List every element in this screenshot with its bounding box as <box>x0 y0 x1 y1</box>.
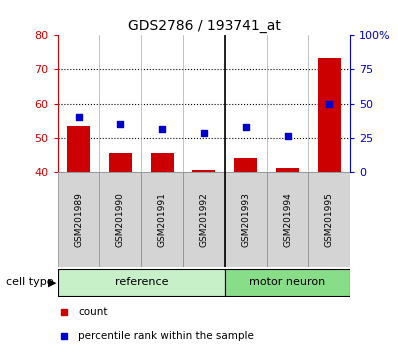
Text: ▶: ▶ <box>48 277 56 287</box>
Bar <box>225 269 350 296</box>
Point <box>117 121 124 127</box>
Bar <box>183 172 225 267</box>
Point <box>159 126 166 132</box>
Bar <box>58 172 100 267</box>
Bar <box>151 153 174 172</box>
Point <box>285 133 291 139</box>
Text: GSM201995: GSM201995 <box>325 192 334 247</box>
Bar <box>267 172 308 267</box>
Bar <box>276 168 299 172</box>
Text: count: count <box>78 307 108 317</box>
Text: GSM201989: GSM201989 <box>74 192 83 247</box>
Text: GSM201994: GSM201994 <box>283 192 292 247</box>
Point <box>201 130 207 135</box>
Bar <box>234 158 257 172</box>
Bar <box>100 172 141 267</box>
Text: reference: reference <box>115 277 168 287</box>
Bar <box>225 172 267 267</box>
Point <box>243 125 249 130</box>
Point <box>326 101 333 106</box>
Bar <box>193 170 215 172</box>
Text: GSM201990: GSM201990 <box>116 192 125 247</box>
Text: motor neuron: motor neuron <box>250 277 326 287</box>
Text: percentile rank within the sample: percentile rank within the sample <box>78 331 254 341</box>
Text: cell type: cell type <box>6 277 54 287</box>
Bar <box>67 126 90 172</box>
Bar <box>318 58 341 172</box>
Bar <box>58 269 225 296</box>
Text: GSM201992: GSM201992 <box>199 192 209 247</box>
Bar <box>308 172 350 267</box>
Text: GSM201993: GSM201993 <box>241 192 250 247</box>
Title: GDS2786 / 193741_at: GDS2786 / 193741_at <box>127 19 281 33</box>
Text: GSM201991: GSM201991 <box>158 192 167 247</box>
Bar <box>141 172 183 267</box>
Bar <box>109 153 132 172</box>
Point <box>76 114 82 120</box>
